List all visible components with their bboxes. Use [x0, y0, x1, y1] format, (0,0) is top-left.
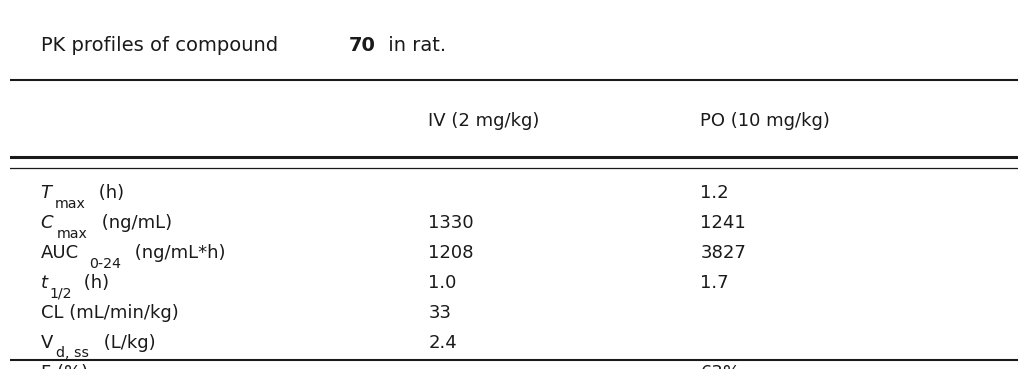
Text: 70: 70 [348, 36, 375, 55]
Text: 1208: 1208 [429, 244, 474, 262]
Text: F (%): F (%) [40, 363, 87, 369]
Text: 1.2: 1.2 [700, 184, 729, 203]
Text: CL (mL/min/kg): CL (mL/min/kg) [40, 304, 178, 322]
Text: T: T [40, 184, 51, 203]
Text: AUC: AUC [40, 244, 78, 262]
Text: 3827: 3827 [700, 244, 746, 262]
Text: V: V [40, 334, 52, 352]
Text: 0-24: 0-24 [88, 257, 120, 271]
Text: C: C [40, 214, 53, 232]
Text: 1241: 1241 [700, 214, 746, 232]
Text: PO (10 mg/kg): PO (10 mg/kg) [700, 112, 831, 130]
Text: PK profiles of compound: PK profiles of compound [40, 36, 284, 55]
Text: (h): (h) [78, 274, 109, 292]
Text: (L/kg): (L/kg) [98, 334, 155, 352]
Text: (ng/mL): (ng/mL) [96, 214, 172, 232]
Text: 1.0: 1.0 [429, 274, 456, 292]
Text: max: max [57, 227, 87, 241]
Text: 1330: 1330 [429, 214, 474, 232]
Text: 1/2: 1/2 [49, 287, 72, 301]
Text: (ng/mL*h): (ng/mL*h) [130, 244, 226, 262]
Text: IV (2 mg/kg): IV (2 mg/kg) [429, 112, 540, 130]
Text: 63%: 63% [700, 363, 740, 369]
Text: 33: 33 [429, 304, 451, 322]
Text: t: t [40, 274, 47, 292]
Text: 2.4: 2.4 [429, 334, 457, 352]
Text: (h): (h) [94, 184, 124, 203]
Text: in rat.: in rat. [382, 36, 446, 55]
Text: 1.7: 1.7 [700, 274, 729, 292]
Text: max: max [54, 197, 85, 211]
Text: d, ss: d, ss [57, 346, 89, 360]
